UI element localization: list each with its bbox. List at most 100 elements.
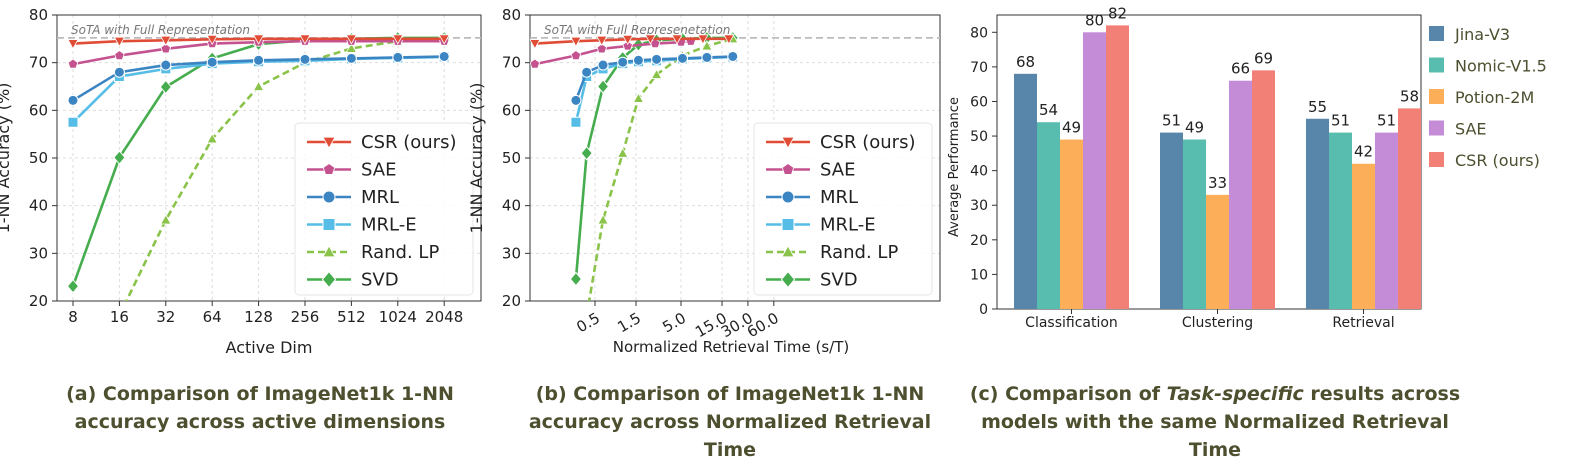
series-layer <box>530 30 739 301</box>
y-axis-label: 1-NN Accuracy (%) <box>0 83 13 234</box>
legend-label-jina-v3: Jina-V3 <box>1454 25 1510 44</box>
point-mrl <box>632 54 644 66</box>
caption-a-line2: accuracy across active dimensions <box>74 411 446 433</box>
point-csr-ours <box>570 36 582 48</box>
bar-csr-ours-retrieval <box>1398 108 1421 309</box>
point-svd <box>569 271 583 287</box>
point-mrl-e <box>570 116 582 128</box>
x-tick-label: 16 <box>110 308 129 326</box>
series-mrl <box>67 50 450 106</box>
y-tick-label: 60 <box>502 101 521 119</box>
y-tick-label: 50 <box>502 149 521 167</box>
point-mrl <box>617 56 629 68</box>
legend-marker-csr-ours <box>322 136 336 149</box>
y-tick-label: 80 <box>29 6 48 24</box>
x-tick-label: 32 <box>156 308 175 326</box>
series-mrl <box>570 50 739 106</box>
point-csr-ours <box>392 34 404 45</box>
point-mrl <box>727 50 739 62</box>
y-tick-label: 30 <box>502 244 521 262</box>
point-csr-ours <box>438 34 450 45</box>
point-mrl <box>345 52 357 64</box>
point-rand-lp <box>701 40 713 51</box>
x-tick-label: Clustering <box>1182 315 1253 331</box>
legend-marker-mrl <box>781 190 795 204</box>
legend-swatch-potion-2m <box>1429 89 1444 104</box>
series-sae <box>530 35 697 69</box>
bar-sae-retrieval <box>1375 132 1398 309</box>
x-tick-label: Retrieval <box>1332 315 1394 331</box>
bar-nomic-v1-5-clustering <box>1183 139 1206 309</box>
caption-a: (a) Comparison of ImageNet1k 1-NN accura… <box>20 380 500 436</box>
x-axis-label: Active Dim <box>226 338 313 357</box>
legend-label-csr-ours: CSR (ours) <box>361 132 456 153</box>
legend-marker-mrl-e <box>781 218 795 231</box>
legend-label-mrl-e: MRL-E <box>820 215 876 236</box>
point-csr-ours <box>113 36 126 48</box>
legend-marker-mrl-e <box>322 218 336 231</box>
x-tick-label: 128 <box>244 308 273 326</box>
caption-b: (b) Comparison of ImageNet1k 1-NN accura… <box>500 380 960 464</box>
point-csr-ours <box>160 35 172 47</box>
y-tick-label: 10 <box>970 267 988 283</box>
legend-label-svd: SVD <box>361 270 399 291</box>
point-csr-ours <box>622 34 634 46</box>
legend-swatch-sae <box>1429 120 1444 136</box>
x-tick-label: 64 <box>203 308 222 326</box>
bar-csr-ours-clustering <box>1252 70 1275 309</box>
point-rand-lp <box>617 147 629 158</box>
point-csr-ours <box>723 34 735 45</box>
x-tick-label: 256 <box>291 308 320 326</box>
y-tick-label: 70 <box>970 60 988 76</box>
y-tick-label: 30 <box>970 198 988 214</box>
legend-label-nomic-v1-5: Nomic-V1.5 <box>1455 57 1547 76</box>
x-axis-label: Normalized Retrieval Time (s/T) <box>613 338 849 356</box>
bar-label-potion-2m-clustering: 33 <box>1208 174 1227 192</box>
point-svd <box>113 150 126 165</box>
legend: CSR (ours) SAE MRL MRL-E Rand. LP SVD <box>294 122 474 296</box>
point-sae <box>530 58 541 69</box>
bar-label-csr-ours-clustering: 69 <box>1254 49 1273 67</box>
point-csr-ours <box>697 34 709 45</box>
caption-c-prefix: (c) Comparison of <box>969 383 1167 405</box>
legend-box <box>294 122 474 296</box>
point-mrl <box>67 94 79 106</box>
bar-csr-ours-classification <box>1106 25 1129 310</box>
point-sae <box>596 43 608 54</box>
legend-label-sae: SAE <box>820 160 855 181</box>
x-tick-label: 2048 <box>425 308 463 326</box>
point-sae <box>570 50 582 60</box>
caption-b-line2: accuracy across Normalized Retrieval Tim… <box>528 411 932 461</box>
bar-label-nomic-v1-5-clustering: 49 <box>1185 119 1204 137</box>
caption-c-suffix: results across <box>1303 383 1461 405</box>
point-mrl <box>253 54 265 66</box>
y-axis-label: 1-NN Accuracy (%) <box>467 83 486 234</box>
bar-label-nomic-v1-5-retrieval: 51 <box>1331 112 1350 130</box>
point-mrl <box>299 53 311 65</box>
legend-swatch-jina-v3 <box>1429 26 1444 41</box>
point-rand-lp <box>160 214 172 225</box>
legend-marker-svd <box>321 270 337 289</box>
y-tick-label: 0 <box>979 302 988 318</box>
plot-frame <box>56 14 482 302</box>
point-mrl <box>206 56 218 68</box>
caption-c: (c) Comparison of Task-specific results … <box>960 380 1470 464</box>
point-mrl <box>438 50 450 62</box>
legend-marker-sae <box>781 163 795 175</box>
point-svd <box>596 79 610 94</box>
bar-potion-2m-classification <box>1060 139 1083 309</box>
series-rand-lp <box>587 33 739 301</box>
x-tick-label: 512 <box>337 308 366 326</box>
caption-c-line2: models with the same Normalized Retrieva… <box>981 411 1449 461</box>
legend-label-csr-ours: CSR (ours) <box>820 132 915 153</box>
bar-jina-v3-clustering <box>1160 132 1183 309</box>
y-tick-label: 40 <box>502 197 521 215</box>
legend-label-mrl-e: MRL-E <box>361 215 417 236</box>
point-mrl <box>676 52 688 64</box>
bar-label-sae-classification: 80 <box>1085 11 1104 29</box>
x-tick-label: 0.5 <box>573 309 603 337</box>
point-mrl <box>651 53 663 65</box>
legend-label-svd: SVD <box>820 270 858 291</box>
